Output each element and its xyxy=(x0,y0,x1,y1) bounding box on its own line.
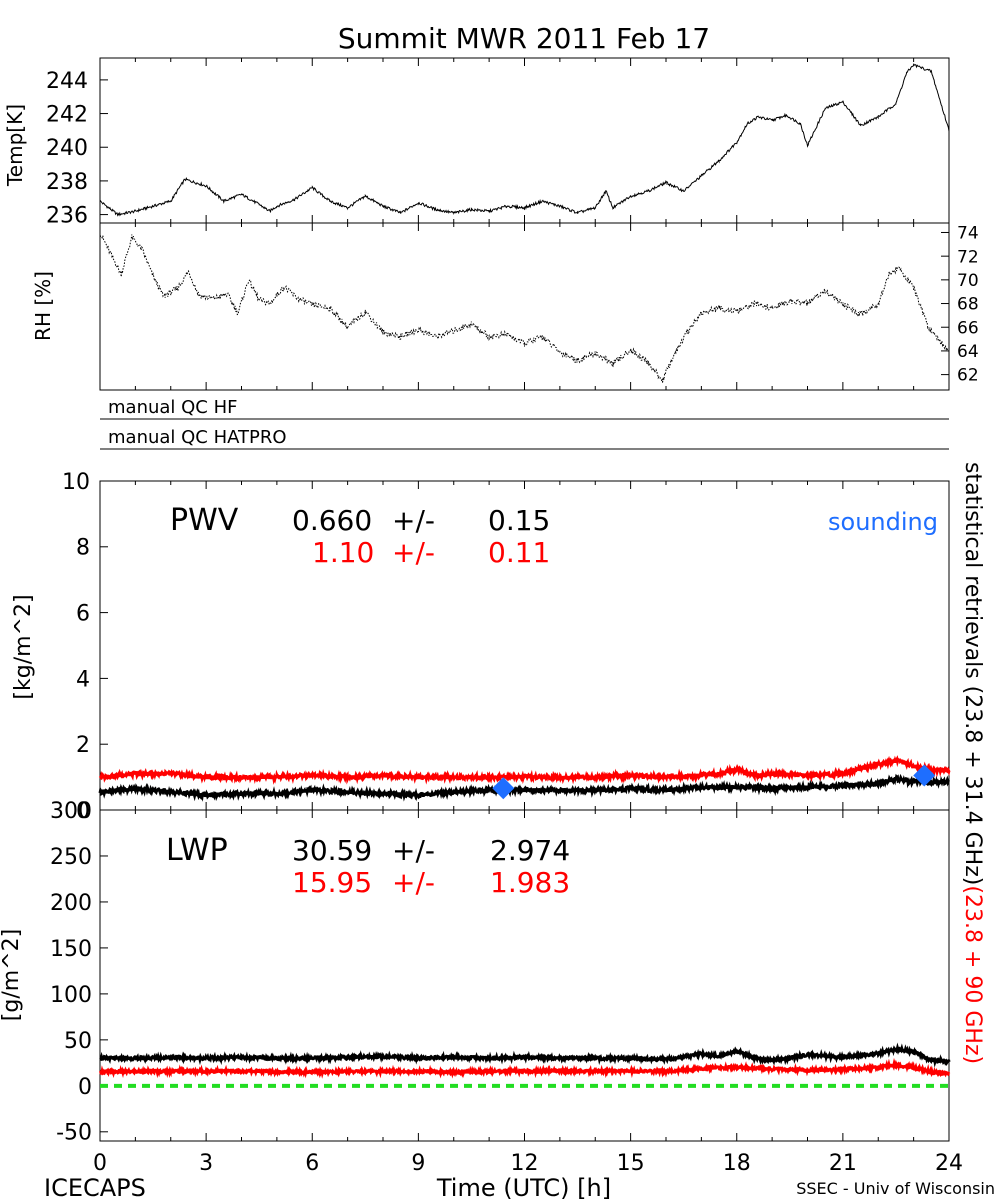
temp-series-line xyxy=(99,63,950,217)
qc-bars: manual QC HF manual QC HATPRO xyxy=(100,397,949,450)
figure-title: Summit MWR 2011 Feb 17 xyxy=(338,22,710,55)
pwv-y-ticks: 0 2 4 6 8 10 xyxy=(62,470,108,824)
rh-ytick-label: 74 xyxy=(957,224,979,244)
pwv-name: PWV xyxy=(170,503,239,538)
temp-ytick-label: 242 xyxy=(46,102,88,127)
pwv-x-ticks xyxy=(99,481,950,810)
pwv-ytick-label: 8 xyxy=(76,536,90,561)
rh-ytick-label: 68 xyxy=(957,295,979,315)
lwp-ytick-label: 50 xyxy=(64,1029,92,1054)
pwv-black-pm: +/- xyxy=(392,504,435,537)
footer-left: ICECAPS xyxy=(44,1174,146,1200)
lwp-ytick-label: 100 xyxy=(50,983,92,1008)
temp-frame xyxy=(99,57,950,224)
temp-ytick-label: 244 xyxy=(46,69,88,94)
rh-frame xyxy=(99,222,950,391)
pwv-sounding-markers xyxy=(492,764,936,800)
right-label-red: (23.8 + 90 GHz) xyxy=(960,885,985,1064)
lwp-red-err: 1.983 xyxy=(490,866,570,899)
pwv-panel: 0 2 4 6 8 10 [kg/m^2] PWV 0.660 +/- 0.15 1.10… xyxy=(11,470,951,824)
pwv-red-pm: +/- xyxy=(392,536,435,569)
lwp-black-series-line xyxy=(99,1042,951,1068)
lwp-black-value: 30.59 xyxy=(292,834,372,867)
lwp-name: LWP xyxy=(166,833,228,868)
rh-ytick-label: 70 xyxy=(957,271,979,291)
right-label-black: statistical retrievals (23.8 + 31.4 GHz)… xyxy=(960,462,985,1064)
pwv-ytick-label: 10 xyxy=(62,470,90,495)
x-tick-label: 9 xyxy=(411,1151,425,1176)
lwp-ytick-label: 250 xyxy=(50,845,92,870)
lwp-black-pm: +/- xyxy=(392,834,435,867)
x-tick-labels: 0 3 6 9 12 15 18 21 24 xyxy=(93,1151,963,1176)
temp-panel: 236 238 240 242 244 Temp[K] xyxy=(3,57,950,229)
temp-ylabel: Temp[K] xyxy=(3,104,27,187)
pwv-red-series-line xyxy=(98,755,951,785)
temp-x-ticks xyxy=(99,58,950,223)
rh-ytick-label: 72 xyxy=(957,247,979,267)
x-tick-label: 12 xyxy=(511,1151,539,1176)
rh-ylabel: RH [%] xyxy=(31,271,55,341)
lwp-black-err: 2.974 xyxy=(490,834,570,867)
sounding-marker xyxy=(913,764,936,787)
qc-hatpro-label: manual QC HATPRO xyxy=(108,427,287,448)
lwp-red-pm: +/- xyxy=(392,866,435,899)
x-tick-label: 21 xyxy=(829,1151,857,1176)
lwp-y-ticks: -50 0 50 100 150 200 250 300 xyxy=(50,799,108,1146)
rh-ytick-label: 64 xyxy=(957,342,979,362)
lwp-ytick-label: 150 xyxy=(50,937,92,962)
footer-right: SSEC - Univ of Wisconsin xyxy=(796,1179,995,1198)
x-tick-label: 15 xyxy=(617,1151,645,1176)
pwv-black-err: 0.15 xyxy=(488,504,550,537)
pwv-red-value: 1.10 xyxy=(312,536,374,569)
lwp-ytick-label: 200 xyxy=(50,891,92,916)
sounding-legend: sounding xyxy=(828,508,938,536)
rh-ytick-label: 66 xyxy=(957,318,979,338)
lwp-ylabel: [g/m^2] xyxy=(0,929,24,1021)
lwp-ytick-label: -50 xyxy=(56,1121,92,1146)
pwv-ytick-label: 0 xyxy=(76,799,90,824)
lwp-red-series-line xyxy=(98,1057,951,1079)
pwv-ylabel: [kg/m^2] xyxy=(11,594,36,699)
x-tick-label: 18 xyxy=(723,1151,751,1176)
rh-series-line xyxy=(99,234,950,384)
temp-ytick-label: 238 xyxy=(46,170,88,195)
x-tick-label: 3 xyxy=(199,1151,213,1176)
temp-ytick-label: 236 xyxy=(46,204,88,229)
pwv-ytick-label: 4 xyxy=(76,667,90,692)
pwv-ytick-label: 6 xyxy=(76,602,90,627)
x-tick-label: 0 xyxy=(93,1151,107,1176)
lwp-ytick-label: 0 xyxy=(78,1075,92,1100)
pwv-ytick-label: 2 xyxy=(76,733,90,758)
temp-y-ticks: 236 238 240 242 244 xyxy=(46,69,108,229)
temp-ytick-label: 240 xyxy=(46,136,88,161)
pwv-red-err: 0.11 xyxy=(488,536,550,569)
pwv-black-series-line xyxy=(98,773,951,802)
lwp-ytick-label: 300 xyxy=(50,799,92,824)
lwp-x-ticks xyxy=(99,810,950,1141)
sounding-marker xyxy=(492,777,515,800)
rh-y-ticks: 62 64 66 68 70 72 74 xyxy=(941,224,979,386)
qc-hf-label: manual QC HF xyxy=(108,397,237,418)
x-axis-label: Time (UTC) [h] xyxy=(436,1174,611,1200)
x-tick-label: 6 xyxy=(305,1151,319,1176)
lwp-red-value: 15.95 xyxy=(292,866,372,899)
pwv-black-value: 0.660 xyxy=(292,504,372,537)
rh-x-ticks xyxy=(99,223,950,390)
rh-ytick-label: 62 xyxy=(957,366,979,386)
rh-panel: 62 64 66 68 70 72 74 RH [%] xyxy=(31,222,979,391)
x-tick-label: 24 xyxy=(935,1151,963,1176)
